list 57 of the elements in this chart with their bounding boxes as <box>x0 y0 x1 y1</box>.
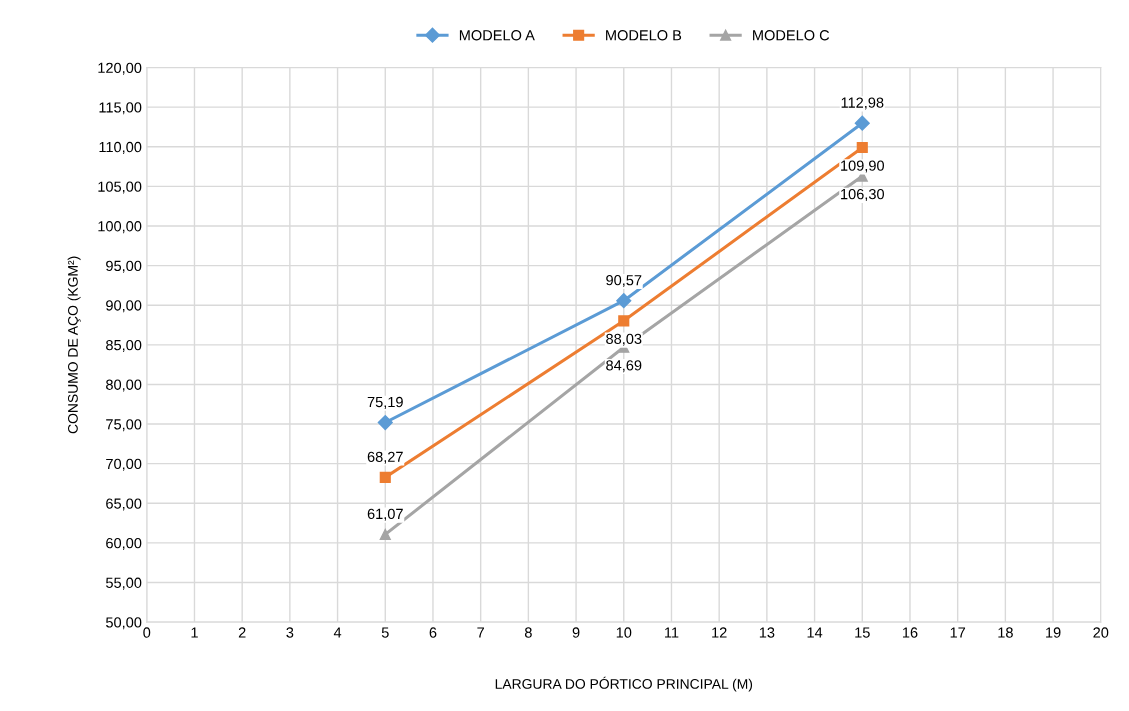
y-tick-label: 50,00 <box>106 617 142 630</box>
y-tick-label: 70,00 <box>106 458 142 471</box>
x-tick-label: 9 <box>572 627 580 638</box>
y-tick-label: 80,00 <box>106 379 142 392</box>
y-axis-title: CONSUMO DE AÇO (KGM²) <box>67 256 81 434</box>
x-tick-label: 15 <box>855 627 870 638</box>
legend-label: MODELO C <box>753 30 830 41</box>
data-label: 106,30 <box>841 188 885 202</box>
point <box>379 528 391 540</box>
legend-label: MODELO B <box>606 30 682 41</box>
x-tick-label: 13 <box>759 627 775 638</box>
point <box>616 293 632 309</box>
data-label: 88,03 <box>606 333 642 346</box>
y-tick-label: 95,00 <box>106 260 142 273</box>
y-tick-label: 100,00 <box>98 221 142 234</box>
y-tick-label: 90,00 <box>106 300 142 313</box>
x-tick-label: 10 <box>616 627 632 638</box>
x-axis-title: LARGURA DO PÓRTICO PRINCIPAL (M) <box>495 676 753 692</box>
y-tick-label: 105,00 <box>98 181 142 194</box>
x-tick-label: 3 <box>286 627 294 638</box>
data-label: 112,98 <box>841 97 884 110</box>
y-tick-label: 85,00 <box>106 339 142 352</box>
x-tick-label: 12 <box>712 627 727 638</box>
x-tick-label: 19 <box>1046 627 1061 638</box>
x-tick-label: 17 <box>950 627 966 638</box>
x-tick-label: 6 <box>429 627 437 638</box>
x-tick-label: 8 <box>524 627 532 638</box>
x-tick-label: 7 <box>477 627 484 638</box>
data-label: 90,57 <box>606 275 642 288</box>
y-tick-label: 65,00 <box>106 498 142 511</box>
x-tick-label: 5 <box>381 627 389 638</box>
x-tick-label: 4 <box>333 627 342 638</box>
x-tick-label: 16 <box>902 627 918 638</box>
y-tick-label: 75,00 <box>106 419 142 432</box>
data-label: 109,90 <box>841 160 885 173</box>
legend-label: MODELO A <box>459 30 535 41</box>
x-tick-label: 20 <box>1093 627 1109 638</box>
x-tick-label: 18 <box>998 627 1013 638</box>
point <box>379 471 391 483</box>
data-label: 61,07 <box>367 508 403 521</box>
y-tick-label: 115,00 <box>99 102 142 115</box>
data-label: 84,69 <box>606 360 642 373</box>
x-tick-label: 0 <box>143 627 151 638</box>
x-tick-label: 1 <box>191 627 198 638</box>
point <box>377 414 393 431</box>
data-label: 75,19 <box>367 396 403 409</box>
y-tick-label: 110,00 <box>99 141 142 154</box>
y-tick-label: 120,00 <box>98 62 142 75</box>
y-tick-label: 60,00 <box>106 538 142 551</box>
x-tick-label: 14 <box>807 627 823 638</box>
y-tick-label: 55,00 <box>106 577 142 590</box>
x-tick-label: 11 <box>665 627 679 638</box>
point <box>618 315 630 327</box>
data-label: 68,27 <box>367 451 403 464</box>
x-tick-label: 2 <box>238 627 246 638</box>
point <box>856 142 868 154</box>
point <box>854 115 870 131</box>
